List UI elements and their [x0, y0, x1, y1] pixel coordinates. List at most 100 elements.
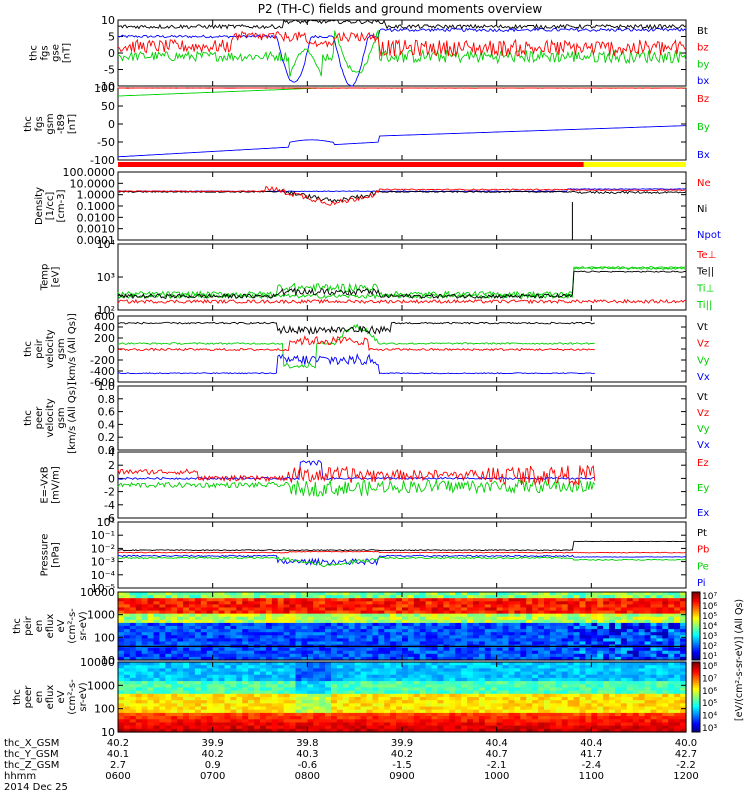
panel-frame	[117, 451, 687, 519]
colorbar-tick: 10⁴	[702, 622, 717, 632]
legend-fgs_t89-1: By	[697, 122, 710, 133]
colorbar-tick: 10⁵	[702, 699, 717, 709]
legend-fgs-3: bx	[697, 76, 709, 87]
y-tick-label: 10⁻¹	[91, 529, 115, 542]
series-efield-1	[117, 478, 596, 497]
legend-peer_vel-0: Vt	[697, 392, 708, 403]
y-tick-label: 600	[94, 310, 115, 323]
legend-temp-1: Te||	[696, 267, 714, 278]
y-axis-label: Density[1/cc][cm-3]	[34, 187, 67, 225]
series-fgs-0	[117, 18, 687, 30]
series-peir_vel-1	[117, 335, 595, 352]
legend-temp-0: Te⊥	[696, 250, 716, 261]
legend-temp-3: Ti||	[696, 300, 712, 311]
colorbar-tick: 10¹	[702, 652, 717, 662]
colorbar-tick: 10⁸	[702, 662, 717, 672]
axis-value: -2.1	[487, 760, 507, 771]
series-pressure-2	[117, 556, 687, 567]
y-tick-label: 400	[94, 321, 115, 334]
panel-frame	[117, 385, 687, 451]
legend-peer_vel-2: Vy	[697, 424, 710, 435]
legend-density-2: Npot	[697, 230, 721, 241]
colorbar-tick: 10⁷	[702, 592, 717, 602]
y-tick-label: -10	[97, 80, 115, 93]
axis-value: 42.7	[675, 749, 697, 760]
x-axis-labels: thc_X_GSM 40.2 39.9 39.8 39.9 40.4 40.4 40.0thc…	[4, 738, 699, 793]
legend-efield-1: Ey	[697, 483, 709, 494]
series-temp-0	[117, 298, 687, 305]
colorbar-tick: 10⁶	[702, 602, 717, 612]
legend-fgs_t89-0: Bz	[697, 94, 709, 105]
series-pressure-1	[117, 550, 687, 554]
series-pressure-0	[117, 540, 686, 552]
y-tick-label: 100.0000	[63, 166, 116, 179]
colorbar: 10⁷10⁶10⁵10⁴10³10²10¹10⁸10⁷10⁶10⁵10⁴10³[…	[691, 591, 745, 734]
legend-pressure-3: Pi	[697, 578, 706, 589]
y-tick-label: 10000	[80, 586, 115, 599]
axis-row-label: thc_X_GSM	[4, 738, 59, 749]
series-fgs-1	[117, 30, 687, 57]
y-tick-label: 10⁴	[97, 238, 116, 251]
y-tick-label: 0.2	[98, 431, 116, 444]
y-tick-label: 1000	[87, 609, 115, 622]
y-tick-label: 10	[101, 14, 115, 27]
y-tick-label: 0.0010	[77, 223, 116, 236]
series-pressure-3	[117, 554, 687, 567]
axis-value: 40.4	[486, 738, 508, 749]
legend-density-1: Ni	[697, 204, 707, 215]
y-tick-label: 10⁻⁵	[91, 582, 115, 595]
date-label: 2014 Dec 25	[4, 782, 68, 793]
axis-value: 40.2	[107, 738, 129, 749]
legend-pressure-1: Pb	[697, 545, 709, 556]
panels: 1050-5-10thcfgsgse[nT]Btbzbybx100500-50-…	[12, 14, 721, 739]
legend-fgs-1: bz	[697, 43, 709, 54]
colorbar-tick: 10⁵	[702, 612, 717, 622]
panel-peir_en: 10000 1000 100 10 thcpeirenefluxeV(cm²-s-sr-…	[12, 586, 687, 667]
axis-value: 0.9	[205, 760, 221, 771]
y-tick-label: 100	[94, 631, 115, 644]
y-tick-label: 0.0	[98, 444, 116, 457]
y-tick-label: 10³	[97, 271, 115, 284]
y-tick-label: -100	[90, 154, 115, 167]
panel-peer_vel: 1.00.80.60.40.20.0 thcpeervelocitygsm[km/…	[23, 380, 710, 457]
panel-temp: 10⁴ 10³ 10² Temp[eV] Te⊥ Te|| Ti⊥ Ti||	[40, 238, 717, 317]
legend-peir_vel-2: Vy	[697, 355, 710, 366]
axis-value: 39.9	[202, 738, 224, 749]
y-tick-label: 10⁻⁴	[91, 569, 116, 582]
y-tick-label: 10¹	[97, 516, 115, 529]
axis-value: -1.5	[392, 760, 412, 771]
legend-pressure-0: Pt	[697, 528, 707, 539]
axis-value: 1000	[484, 771, 509, 782]
colorbar-tick: 10⁷	[702, 674, 717, 684]
y-tick-label: -50	[97, 136, 115, 149]
y-axis-label: thcfgsgse[nT]	[29, 43, 73, 63]
series-temp-1	[117, 270, 687, 300]
panel-frame	[117, 171, 687, 241]
region-bar	[118, 162, 686, 167]
y-tick-label: 1.0000	[77, 189, 116, 202]
axis-value: 0700	[200, 771, 225, 782]
y-tick-label: -5	[104, 64, 115, 77]
y-tick-label: 0.6	[98, 406, 116, 419]
y-tick-label: -600	[90, 376, 115, 389]
panel-efield: 420-2-4-6 E=-VxB[mV/m] Ez Ey Ex	[40, 446, 710, 525]
y-tick-label: 10.0000	[70, 177, 116, 190]
y-tick-label: 0.8	[98, 393, 116, 406]
colorbar-tick: 10³	[702, 724, 717, 734]
y-axis-label: thcpeervelocitygsm[km/s (All Qs)]	[23, 382, 78, 454]
axis-value: 0600	[105, 771, 130, 782]
y-axis-label: Pressure[nPa]	[40, 534, 62, 577]
axis-value: 40.3	[296, 749, 318, 760]
series-fgs-2	[117, 29, 687, 77]
legend-efield-0: Ez	[697, 458, 709, 469]
y-axis-label: thcpeerenefluxeV(cm²-s-sr-eV)	[12, 679, 89, 715]
series-fgs_t89-2	[117, 125, 687, 158]
y-tick-label: 0.4	[98, 418, 116, 431]
panel-fgs: 10 5 0 -5 -10 thcfgsgse[nT] Bt bz by bx	[29, 14, 710, 93]
panel-frame	[117, 521, 687, 589]
legend-fgs_t89-2: Bx	[697, 150, 710, 161]
series-peir_vel-3	[117, 353, 595, 375]
axis-value: -2.4	[582, 760, 602, 771]
axis-row-label: thc_Z_GSM	[4, 760, 59, 771]
